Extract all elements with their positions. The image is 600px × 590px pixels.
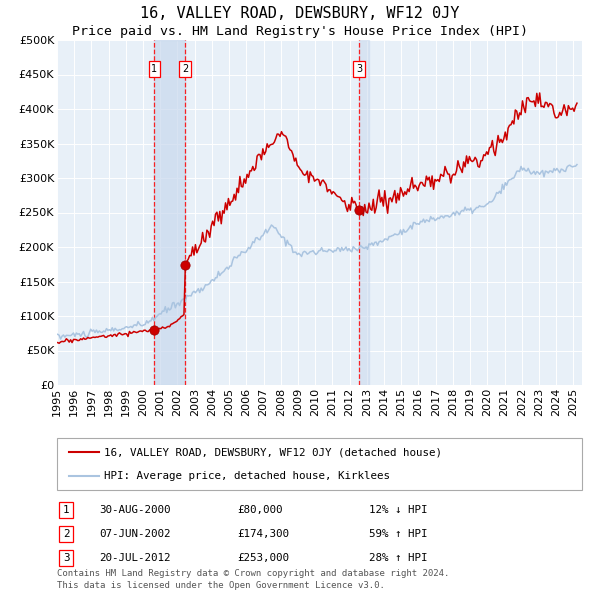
Text: 1: 1 bbox=[63, 505, 69, 515]
Bar bbox=[359, 40, 370, 385]
Text: £253,000: £253,000 bbox=[237, 553, 289, 563]
Text: £80,000: £80,000 bbox=[237, 505, 283, 515]
Text: 59% ↑ HPI: 59% ↑ HPI bbox=[369, 529, 427, 539]
Text: 12% ↓ HPI: 12% ↓ HPI bbox=[369, 505, 427, 515]
Text: Contains HM Land Registry data © Crown copyright and database right 2024.: Contains HM Land Registry data © Crown c… bbox=[57, 569, 449, 578]
Point bbox=[149, 325, 159, 335]
Text: 28% ↑ HPI: 28% ↑ HPI bbox=[369, 553, 427, 563]
Text: 07-JUN-2002: 07-JUN-2002 bbox=[99, 529, 170, 539]
Point bbox=[180, 260, 190, 270]
Text: 16, VALLEY ROAD, DEWSBURY, WF12 0JY (detached house): 16, VALLEY ROAD, DEWSBURY, WF12 0JY (det… bbox=[104, 447, 442, 457]
Bar bbox=[154, 40, 185, 385]
Text: 2: 2 bbox=[182, 64, 188, 74]
Point bbox=[355, 206, 364, 215]
Text: 30-AUG-2000: 30-AUG-2000 bbox=[99, 505, 170, 515]
Text: HPI: Average price, detached house, Kirklees: HPI: Average price, detached house, Kirk… bbox=[104, 471, 390, 481]
Text: 20-JUL-2012: 20-JUL-2012 bbox=[99, 553, 170, 563]
Text: This data is licensed under the Open Government Licence v3.0.: This data is licensed under the Open Gov… bbox=[57, 581, 385, 589]
Text: 3: 3 bbox=[63, 553, 69, 563]
Text: 16, VALLEY ROAD, DEWSBURY, WF12 0JY: 16, VALLEY ROAD, DEWSBURY, WF12 0JY bbox=[140, 6, 460, 21]
Text: 2: 2 bbox=[63, 529, 69, 539]
Text: £174,300: £174,300 bbox=[237, 529, 289, 539]
Text: Price paid vs. HM Land Registry's House Price Index (HPI): Price paid vs. HM Land Registry's House … bbox=[72, 25, 528, 38]
Text: 1: 1 bbox=[151, 64, 158, 74]
Text: 3: 3 bbox=[356, 64, 362, 74]
